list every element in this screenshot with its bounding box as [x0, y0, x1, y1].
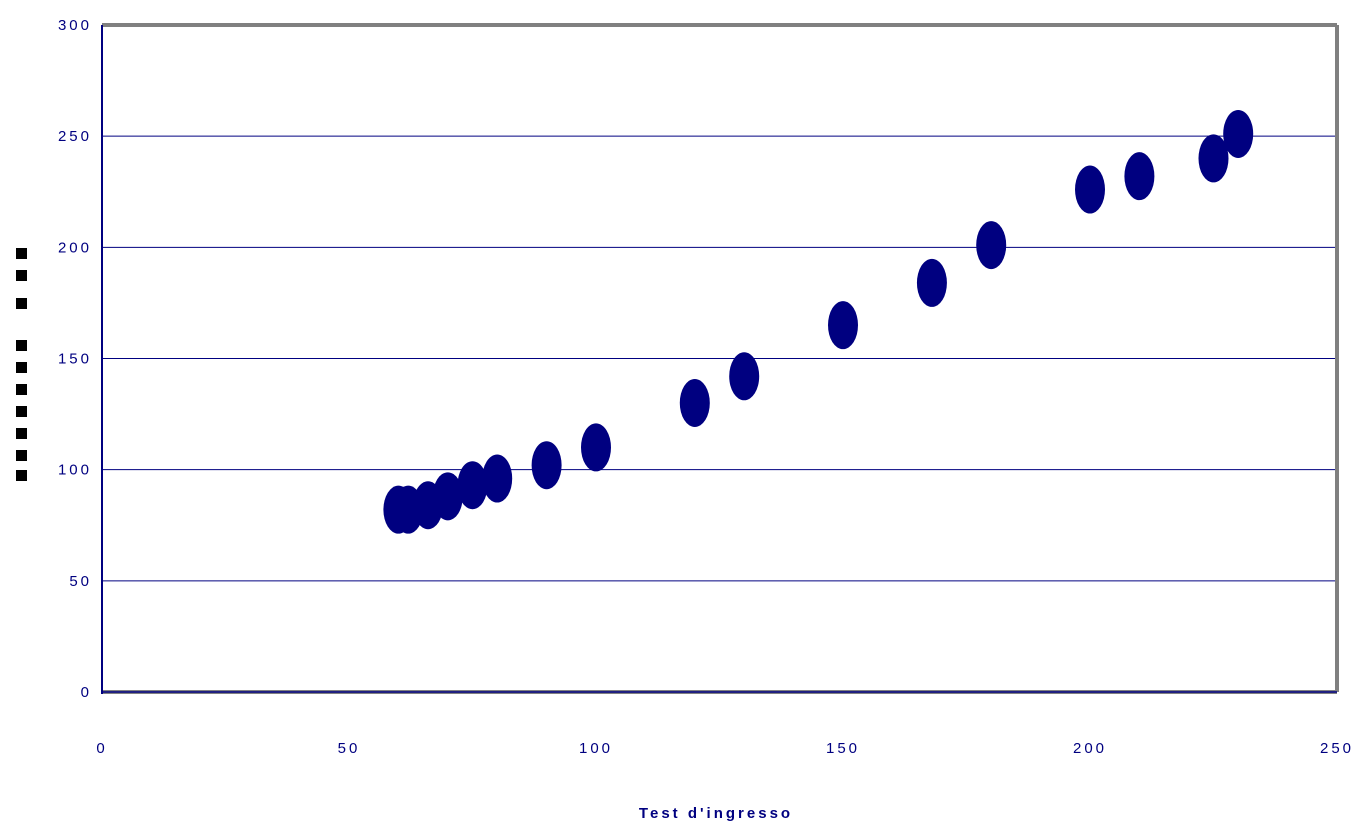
data-point: [581, 423, 611, 472]
y-axis-title-glyph: [16, 362, 27, 373]
data-point: [1198, 134, 1229, 183]
y-axis-title-glyph: [16, 428, 27, 439]
data-point: [1223, 109, 1254, 158]
x-tick-label: 250: [1320, 740, 1354, 757]
data-points: [383, 109, 1254, 534]
x-axis-tick-labels: 0 50 100 150 200 250: [96, 740, 1354, 757]
plot-frame: [101, 23, 1339, 694]
data-point: [729, 352, 760, 401]
x-tick-label: 0: [96, 740, 107, 757]
data-point: [828, 301, 858, 350]
y-tick-label: 0: [81, 684, 92, 701]
x-tick-label: 100: [579, 740, 613, 757]
y-tick-label: 300: [58, 17, 92, 34]
y-axis-title-glyphs: [16, 248, 27, 481]
x-axis-title: Test d'ingresso: [639, 805, 793, 822]
y-tick-label: 200: [58, 239, 92, 256]
y-tick-label: 100: [58, 462, 92, 479]
data-point: [679, 378, 710, 427]
data-point: [432, 472, 463, 521]
y-axis-title-glyph: [16, 384, 27, 395]
data-point: [482, 454, 513, 503]
y-axis-title-glyph: [16, 406, 27, 417]
y-axis-tick-labels: 0 50 100 150 200 250 300: [58, 17, 92, 701]
data-point: [1075, 165, 1105, 214]
data-point: [976, 221, 1007, 270]
y-tick-label: 50: [69, 573, 92, 590]
x-tick-label: 150: [826, 740, 860, 757]
y-axis-title-glyph: [16, 470, 27, 481]
data-point: [1124, 152, 1155, 201]
y-axis-title-glyph: [16, 450, 27, 461]
y-tick-label: 150: [58, 351, 92, 368]
y-axis-title-glyph: [16, 340, 27, 351]
y-axis-title-glyph: [16, 248, 27, 259]
y-axis-title-glyph: [16, 270, 27, 281]
gridlines: [102, 135, 1337, 582]
x-tick-label: 200: [1073, 740, 1107, 757]
data-point: [916, 258, 947, 307]
y-axis-title-glyph: [16, 298, 27, 309]
y-tick-label: 250: [58, 128, 92, 145]
data-point: [457, 461, 488, 510]
data-point: [531, 441, 562, 490]
x-tick-label: 50: [338, 740, 361, 757]
